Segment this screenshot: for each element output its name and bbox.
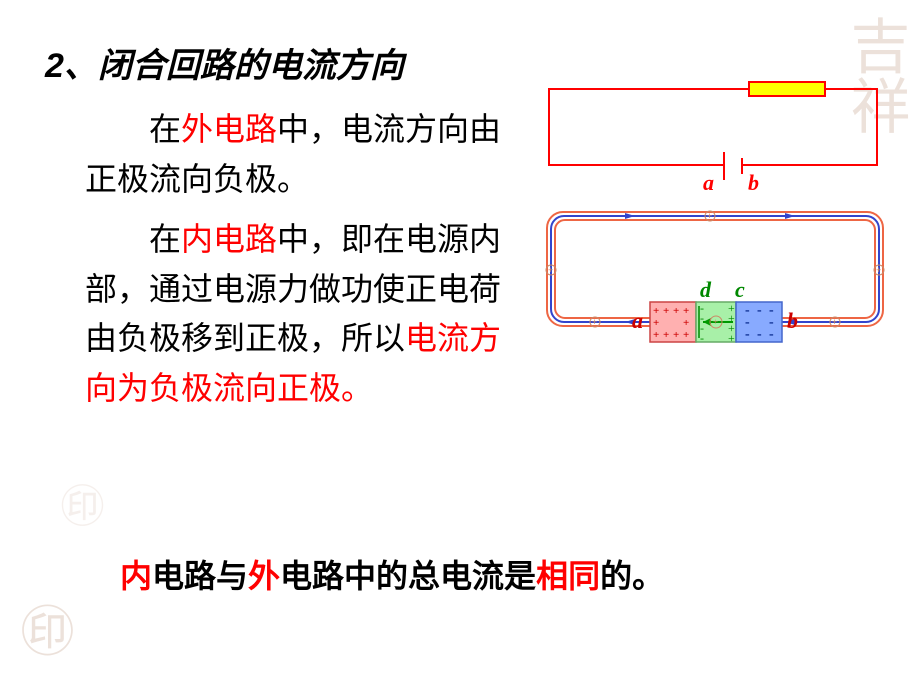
paragraph-internal-circuit: 在内电路中，即在电源内部，通过电源力做功使正电荷由负极移到正极，所以电流方向为负…: [85, 215, 515, 413]
watermark-bl: ㊞: [20, 605, 75, 660]
title-text: 闭合回路的电流方向: [98, 47, 404, 85]
svg-text:+: +: [663, 329, 669, 341]
battery-gap: [723, 156, 743, 176]
circuit-diagram-simple: a b: [548, 88, 878, 183]
paragraph-conclusion: 内电路与外电路中的总电流是相同的。: [120, 552, 664, 602]
svg-text:+: +: [707, 211, 712, 221]
svg-text:+: +: [673, 329, 679, 341]
circuit-diagram-detailed: + + + + + ++++ ++ ++++ ---- ++++ --- -- …: [535, 200, 895, 370]
svg-text:-: -: [700, 331, 704, 345]
paragraph-external-circuit: 在外电路中，电流方向由正极流向负极。: [85, 105, 515, 204]
svg-text:+: +: [876, 265, 881, 275]
svg-text:+: +: [653, 305, 659, 317]
battery-body: ++++ ++ ++++ ---- ++++ --- -- --- +: [650, 301, 782, 345]
svg-text:+: +: [663, 305, 669, 317]
svg-text:+: +: [592, 317, 597, 327]
svg-text:+: +: [683, 317, 689, 329]
svg-text:+: +: [713, 317, 718, 327]
svg-text:+: +: [548, 265, 553, 275]
svg-text:+: +: [673, 305, 679, 317]
battery-positive-plate: [723, 152, 725, 180]
watermark-ml: ㊞: [60, 470, 105, 535]
battery-negative-plate: [741, 158, 743, 174]
label-d: d: [700, 277, 712, 302]
resistor-symbol: [748, 81, 826, 97]
label-b: b: [787, 308, 798, 333]
svg-text:-: -: [757, 303, 762, 318]
svg-text:+: +: [653, 329, 659, 341]
svg-text:+: +: [683, 305, 689, 317]
svg-text:-: -: [757, 327, 762, 342]
label-a: a: [632, 308, 643, 333]
circuit-outline: [548, 88, 878, 166]
svg-text:-: -: [745, 327, 750, 342]
svg-text:+: +: [728, 331, 735, 345]
svg-text:-: -: [769, 327, 774, 342]
terminal-label-b: b: [748, 170, 759, 196]
title-number: 2、: [45, 47, 98, 85]
svg-text:+: +: [653, 317, 659, 329]
svg-text:+: +: [832, 317, 837, 327]
terminal-label-a: a: [703, 170, 714, 196]
label-c: c: [735, 277, 745, 302]
section-title: 2、闭合回路的电流方向: [45, 38, 404, 87]
svg-text:+: +: [683, 329, 689, 341]
